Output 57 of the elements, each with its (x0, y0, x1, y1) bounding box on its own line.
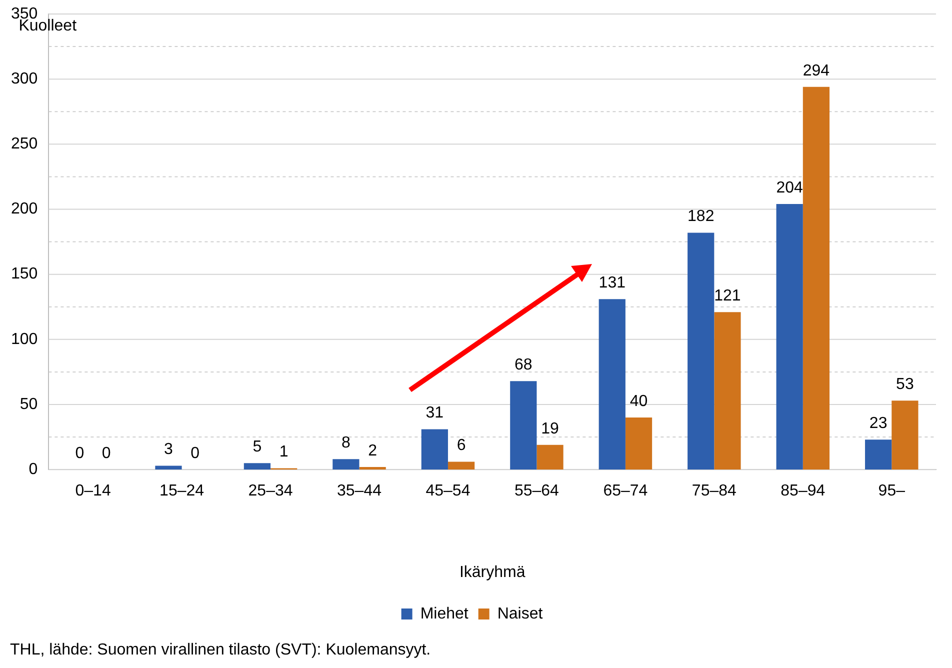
data-label: 204 (776, 179, 804, 196)
x-tick-label: 35–44 (337, 482, 382, 500)
x-tick-label: 55–64 (514, 482, 560, 500)
bar (536, 444, 564, 470)
text: THL, lähde: Suomen virallinen tilasto (SVT): Kuolemansyyt. (10, 641, 431, 658)
bar (714, 312, 741, 470)
legend-label: Miehet (420, 605, 469, 622)
data-label: 2 (368, 442, 378, 460)
y-tick-label: 250 (10, 136, 38, 153)
bar (688, 232, 714, 470)
bar (359, 466, 386, 470)
data-label: 5 (252, 438, 262, 456)
bar (510, 381, 537, 470)
y-tick-label: 100 (10, 330, 38, 348)
y-tick-label: 0 (28, 461, 38, 478)
x-tick-label: 15–24 (160, 482, 204, 500)
bar (865, 440, 892, 470)
data-label: 6 (456, 437, 466, 454)
bar (332, 459, 360, 470)
x-tick-label: 95– (878, 482, 906, 500)
data-label: 0 (102, 445, 111, 462)
data-label: 3 (164, 441, 174, 458)
data-label: 31 (426, 404, 444, 422)
data-label: 1 (279, 444, 288, 461)
data-label: 23 (869, 415, 888, 432)
y-tick-label: 50 (20, 396, 38, 413)
data-label: 68 (514, 356, 532, 374)
bar (625, 418, 652, 470)
data-label: 0 (75, 445, 84, 462)
x-tick-label: 25–34 (248, 482, 293, 500)
x-tick-label: 0–14 (75, 482, 111, 500)
y-tick-label: 150 (10, 266, 38, 283)
y-tick-label: 300 (10, 70, 38, 88)
x-tick-label: 85–94 (780, 482, 826, 500)
x-axis-title: Ikäryhmä (459, 564, 526, 581)
data-label: 121 (714, 288, 741, 304)
x-tick-label: 45–54 (426, 482, 470, 500)
data-label: 182 (688, 208, 714, 226)
bar (448, 462, 475, 470)
bar (598, 299, 626, 470)
bar (892, 400, 918, 470)
bar (802, 86, 830, 470)
bar (155, 466, 182, 470)
bar (244, 463, 271, 470)
data-label: 131 (598, 274, 626, 292)
legend-label: Naiset (497, 605, 544, 622)
data-label: 40 (630, 392, 648, 410)
data-label: 19 (541, 420, 560, 438)
x-tick-label: 75–84 (692, 482, 737, 500)
bar (421, 429, 448, 470)
data-label: 8 (341, 434, 350, 452)
data-label: 53 (896, 376, 914, 394)
x-tick-label: 65–74 (603, 482, 648, 500)
data-label: 294 (802, 62, 830, 80)
y-tick-label: 200 (10, 200, 38, 218)
bar (776, 204, 803, 470)
data-label: 0 (190, 445, 200, 462)
